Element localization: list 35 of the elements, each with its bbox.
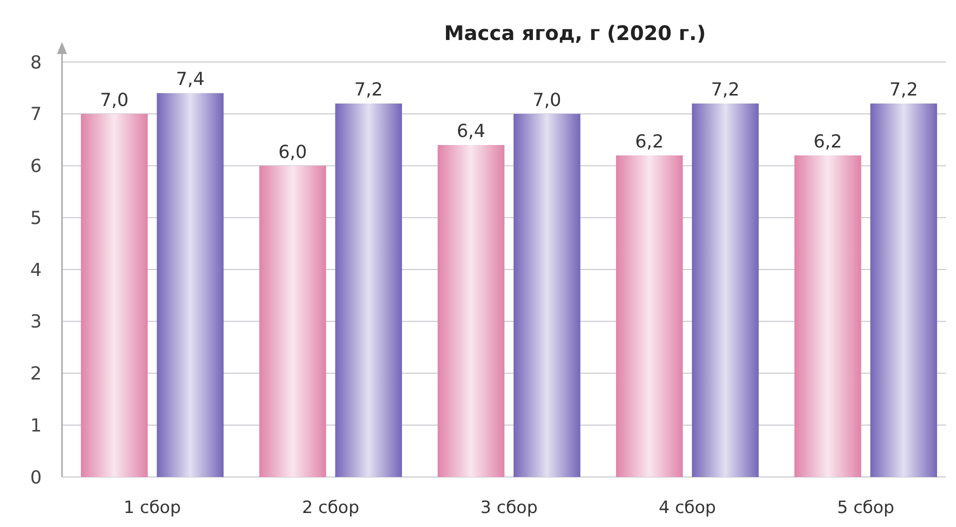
y-tick-label: 3	[30, 312, 42, 333]
bar	[616, 155, 683, 477]
x-tick-label: 2 сбор	[302, 498, 360, 518]
x-tick-label: 1 сбор	[124, 498, 181, 518]
y-tick-label: 1	[30, 415, 42, 436]
data-label: 6,0	[278, 142, 307, 163]
bar	[259, 166, 326, 477]
y-tick-label: 2	[30, 364, 42, 385]
bar	[438, 145, 504, 477]
data-label: 7,2	[354, 80, 383, 100]
data-label: 7,2	[711, 80, 740, 100]
data-label: 6,4	[456, 121, 486, 142]
bar	[156, 93, 224, 477]
data-label: 6,2	[635, 131, 664, 152]
bar	[692, 104, 759, 477]
y-tick-label: 6	[30, 156, 42, 178]
bar	[794, 155, 862, 477]
data-label: 7,0	[100, 90, 129, 111]
x-tick-label: 5 сбор	[837, 498, 894, 518]
data-label: 7,0	[532, 90, 562, 111]
bar	[80, 114, 148, 477]
bar	[514, 114, 580, 477]
data-label: 7,4	[176, 69, 205, 90]
y-tick-label: 7	[30, 104, 42, 126]
y-tick-label: 5	[30, 208, 42, 229]
bar	[335, 104, 402, 477]
data-label: 6,2	[813, 131, 842, 152]
data-label: 7,2	[889, 80, 918, 100]
chart-title: Масса ягод, г (2020 г.)	[444, 21, 706, 45]
x-tick-label: 3 сбор	[480, 498, 538, 518]
x-tick-label: 4 сбор	[658, 498, 716, 518]
y-tick-label: 0	[30, 467, 42, 488]
y-tick-label: 4	[30, 260, 42, 281]
y-tick-label: 8	[30, 52, 42, 74]
bar	[870, 104, 938, 477]
